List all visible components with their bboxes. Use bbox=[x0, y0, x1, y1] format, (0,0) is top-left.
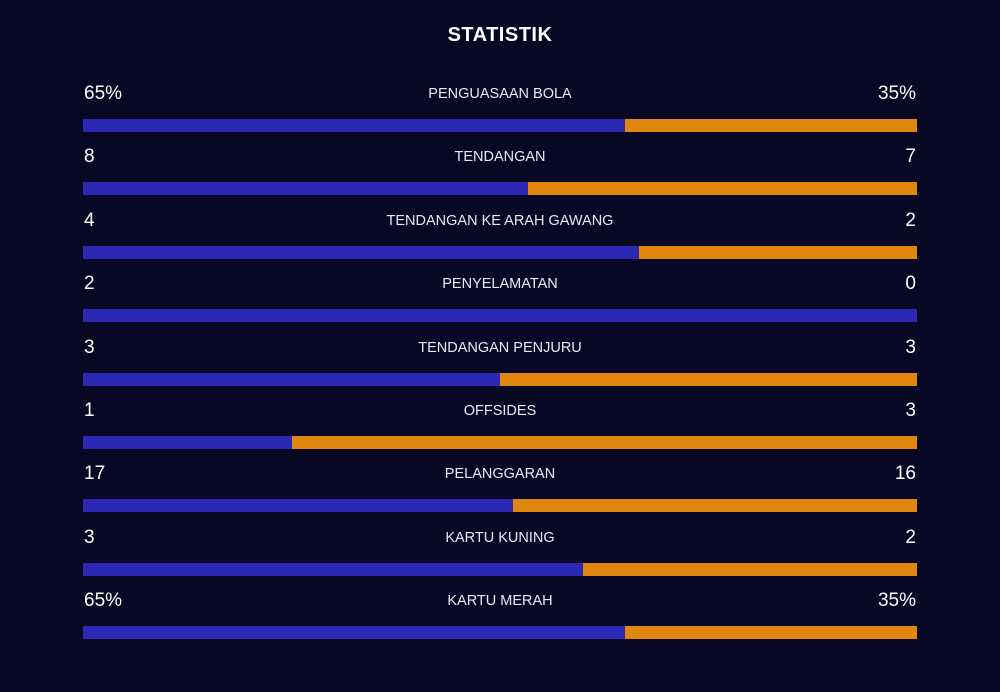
stat-row-pelanggaran: 17 PELANGGARAN 16 bbox=[83, 460, 917, 523]
home-value: 8 bbox=[84, 146, 95, 168]
comparison-bar bbox=[83, 499, 917, 513]
comparison-bar bbox=[83, 119, 917, 132]
stat-label: TENDANGAN KE ARAH GAWANG bbox=[386, 212, 614, 229]
away-bar-segment bbox=[625, 119, 917, 132]
stat-row-kartu-merah: 65% KARTU MERAH 35% bbox=[83, 587, 917, 650]
away-bar-segment bbox=[625, 626, 917, 640]
stat-label: TENDANGAN PENJURU bbox=[418, 339, 582, 356]
away-value: 16 bbox=[894, 463, 916, 485]
away-bar-segment bbox=[512, 499, 917, 513]
comparison-bar bbox=[83, 309, 917, 323]
stat-label: PENGUASAAN BOLA bbox=[428, 86, 572, 102]
away-bar-segment bbox=[527, 182, 917, 196]
away-value: 3 bbox=[905, 399, 916, 421]
home-bar-segment bbox=[83, 499, 513, 513]
stat-row-kartu-kuning: 3 KARTU KUNING 2 bbox=[83, 524, 917, 587]
away-bar-segment bbox=[583, 562, 917, 576]
home-value: 65% bbox=[84, 83, 123, 104]
away-value: 35% bbox=[877, 83, 916, 104]
home-value: 65% bbox=[84, 590, 123, 612]
home-bar-segment bbox=[83, 309, 917, 323]
away-bar-segment bbox=[639, 245, 917, 259]
away-bar-segment bbox=[291, 435, 917, 449]
comparison-bar bbox=[83, 626, 917, 640]
away-value: 3 bbox=[905, 336, 916, 358]
stat-label: KARTU KUNING bbox=[445, 529, 555, 546]
home-value: 17 bbox=[84, 463, 106, 485]
away-value: 7 bbox=[905, 146, 916, 168]
stat-label: PELANGGARAN bbox=[444, 466, 556, 483]
away-value: 2 bbox=[905, 209, 916, 231]
comparison-bar bbox=[83, 245, 917, 259]
comparison-bar bbox=[83, 562, 917, 576]
home-bar-segment bbox=[83, 372, 500, 386]
home-bar-segment bbox=[83, 182, 528, 196]
home-value: 4 bbox=[84, 209, 95, 231]
stat-row-offsides: 1 OFFSIDES 3 bbox=[83, 397, 917, 460]
home-value: 3 bbox=[84, 336, 95, 358]
stat-label: PENYELAMATAN bbox=[442, 276, 558, 293]
home-value: 3 bbox=[84, 526, 95, 548]
home-bar-segment bbox=[83, 245, 640, 259]
home-bar-segment bbox=[83, 626, 626, 640]
comparison-bar bbox=[83, 435, 917, 449]
home-value: 2 bbox=[84, 273, 95, 295]
away-bar-segment bbox=[500, 372, 917, 386]
stat-row-tendangan: 8 TENDANGAN 7 bbox=[83, 143, 917, 206]
away-value: 35% bbox=[877, 590, 916, 612]
comparison-bar bbox=[83, 372, 917, 386]
home-bar-segment bbox=[83, 435, 292, 449]
comparison-bar bbox=[83, 182, 917, 196]
stat-row-tendangan-ke-arah-gawang: 4 TENDANGAN KE ARAH GAWANG 2 bbox=[83, 207, 917, 270]
home-bar-segment bbox=[83, 119, 626, 132]
away-value: 0 bbox=[905, 273, 916, 295]
home-value: 1 bbox=[84, 399, 95, 421]
stat-row-tendangan-penjuru: 3 TENDANGAN PENJURU 3 bbox=[83, 334, 917, 397]
away-value: 2 bbox=[905, 526, 916, 548]
stat-label: OFFSIDES bbox=[463, 402, 537, 419]
stat-label: KARTU MERAH bbox=[447, 593, 553, 610]
stat-label: TENDANGAN bbox=[454, 149, 546, 166]
home-bar-segment bbox=[83, 562, 584, 576]
panel-title: STATISTIK bbox=[447, 24, 553, 46]
stat-row-penyelamatan: 2 PENYELAMATAN 0 bbox=[83, 270, 917, 333]
stats-list: 65% PENGUASAAN BOLA 35% 8 TENDANGAN 7 bbox=[83, 80, 917, 651]
stat-row-penguasaan-bola: 65% PENGUASAAN BOLA 35% bbox=[83, 80, 917, 143]
